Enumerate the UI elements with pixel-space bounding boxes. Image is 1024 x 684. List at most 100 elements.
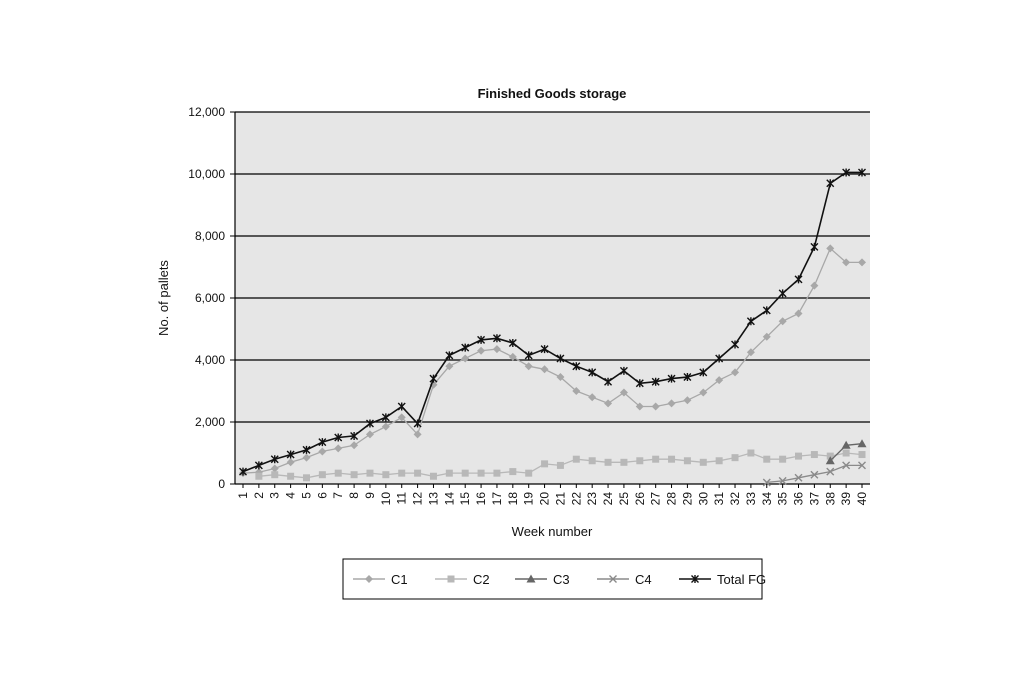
x-tick-label: 40 [855, 492, 869, 506]
data-point-c2 [366, 469, 374, 477]
data-point-c1 [715, 376, 724, 385]
data-point-c3 [825, 456, 835, 465]
data-point-c1 [445, 362, 454, 371]
data-point-c2 [604, 458, 612, 466]
data-point-total-fg [604, 377, 613, 386]
x-tick-label: 11 [395, 492, 409, 505]
y-tick-label: 0 [218, 477, 225, 491]
data-point-c1 [842, 258, 851, 267]
series-line-c1 [242, 247, 862, 474]
x-tick-label: 27 [649, 492, 663, 506]
data-point-total-fg [429, 374, 438, 383]
data-point-total-fg [842, 168, 851, 177]
legend-item-c3: C3 [515, 572, 570, 587]
data-point-total-fg [651, 377, 660, 386]
data-point-c1 [492, 345, 501, 354]
data-point-c2 [255, 472, 263, 480]
data-point-c2 [636, 457, 644, 465]
y-axis-title: No. of pallets [156, 260, 171, 336]
data-point-total-fg [445, 351, 454, 360]
data-point-c2 [556, 461, 564, 469]
data-point-total-fg [492, 334, 501, 343]
data-point-total-fg [524, 351, 533, 360]
data-point-total-fg [302, 445, 311, 454]
data-point-total-fg [762, 306, 771, 315]
data-point-c1 [858, 258, 866, 267]
x-tick-label: 7 [331, 492, 345, 499]
data-point-c2 [858, 451, 866, 459]
data-point-c2 [810, 451, 818, 459]
data-point-c2 [493, 469, 501, 477]
data-point-c1 [477, 346, 486, 355]
x-tick-label: 5 [299, 492, 313, 499]
x-tick-label: 22 [569, 492, 583, 506]
series-line-total-fg [242, 171, 862, 473]
data-point-c1 [619, 388, 628, 397]
x-tick-label: 29 [680, 492, 694, 506]
legend-marker-c4 [609, 575, 617, 583]
data-point-total-fg [635, 379, 644, 388]
y-tick-label: 6,000 [195, 291, 225, 305]
data-point-c1 [588, 393, 597, 402]
x-tick-label: 35 [776, 492, 790, 506]
data-point-c4 [794, 473, 803, 482]
data-point-c1 [651, 402, 660, 411]
data-point-c2 [461, 469, 469, 477]
data-point-c1 [826, 244, 835, 253]
data-point-total-fg [588, 368, 597, 377]
data-point-c2 [842, 449, 850, 457]
data-point-c1 [270, 464, 279, 473]
data-point-c2 [525, 469, 533, 477]
x-tick-label: 21 [553, 492, 567, 506]
data-point-c1 [746, 348, 755, 357]
legend-label-c3: C3 [553, 572, 570, 587]
data-point-total-fg [413, 419, 422, 428]
data-point-total-fg [540, 345, 549, 354]
data-point-c2 [382, 471, 390, 479]
legend-item-c4: C4 [597, 572, 652, 587]
data-point-c1 [810, 281, 819, 290]
x-tick-label: 18 [506, 492, 520, 506]
legend-marker-total-fg [691, 575, 699, 583]
data-point-total-fg [715, 354, 724, 363]
x-tick-label: 30 [696, 492, 710, 506]
legend-label-c4: C4 [635, 572, 652, 587]
x-tick-label: 34 [760, 492, 774, 506]
data-point-total-fg [334, 433, 343, 442]
legend-item-c2: C2 [435, 572, 490, 587]
data-point-c2 [652, 455, 660, 463]
x-tick-label: 28 [665, 492, 679, 506]
data-point-c1 [413, 430, 422, 439]
data-point-c2 [414, 469, 422, 477]
series-c4 [762, 461, 866, 487]
x-tick-label: 4 [284, 492, 298, 499]
x-tick-label: 31 [712, 492, 726, 506]
data-point-total-fg [477, 335, 486, 344]
data-point-total-fg [746, 317, 755, 326]
data-point-total-fg [731, 340, 740, 349]
series-c2 [255, 449, 866, 482]
data-point-c1 [302, 453, 311, 462]
x-tick-label: 12 [411, 492, 425, 506]
x-tick-label: 1 [236, 492, 250, 499]
data-point-c4 [778, 476, 787, 485]
data-point-c2 [334, 469, 342, 477]
data-point-c2 [795, 452, 803, 460]
data-point-c4 [858, 461, 866, 470]
data-point-total-fg [365, 419, 374, 428]
data-point-total-fg [461, 343, 470, 352]
x-tick-label: 10 [379, 492, 393, 506]
x-tick-label: 24 [601, 492, 615, 506]
data-point-c1 [556, 373, 565, 382]
data-point-total-fg [254, 461, 263, 470]
data-point-c4 [762, 478, 771, 487]
data-point-c1 [350, 441, 359, 450]
data-point-c1 [572, 387, 581, 395]
y-tick-label: 12,000 [188, 105, 225, 119]
x-tick-label: 8 [347, 492, 361, 499]
data-point-c2 [747, 449, 755, 457]
data-point-c1 [365, 430, 374, 439]
legend-marker-c1 [365, 575, 373, 583]
